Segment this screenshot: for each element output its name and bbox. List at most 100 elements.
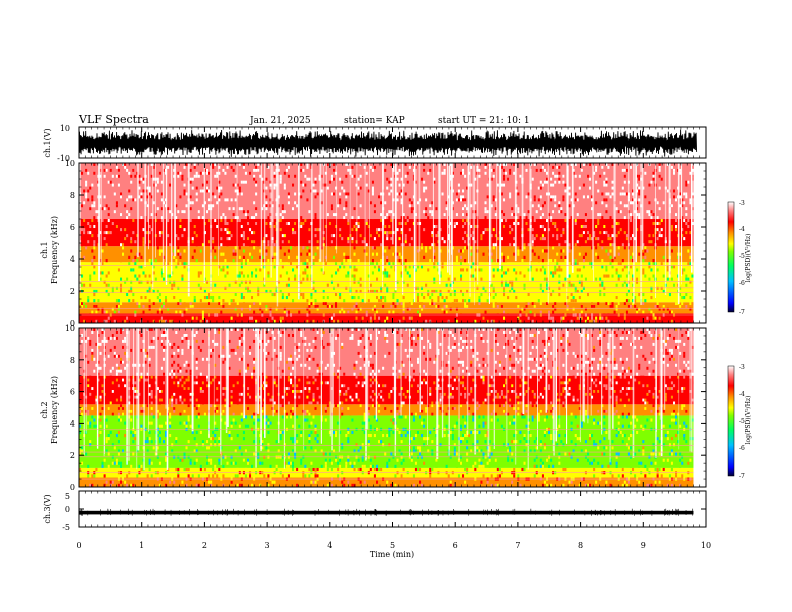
spectrogram-cell [619, 192, 622, 196]
spectrogram-cell [462, 474, 465, 478]
spectrogram-cell [158, 430, 161, 434]
spectrogram-cell [222, 474, 225, 478]
spectrogram-cell [574, 443, 577, 447]
spectrogram-cell [177, 474, 180, 478]
spectrogram-cell [169, 319, 172, 323]
spectrogram-cell [290, 262, 293, 266]
spectrogram-cell [425, 213, 428, 217]
spectrogram-cell [353, 207, 356, 211]
spectrogram-cell [687, 219, 690, 223]
spectrogram-cell [433, 265, 436, 269]
spectrogram-cell [357, 293, 360, 297]
spectrogram-cell [642, 310, 645, 314]
spectrogram-cell [441, 265, 444, 269]
spectrogram-cell [388, 216, 391, 220]
spectrogram-cell [120, 243, 123, 247]
spectrogram-cell [591, 237, 594, 241]
spectrogram-cell [130, 289, 133, 293]
spectrogram-cell [236, 483, 239, 487]
spectrogram-cell [543, 180, 546, 184]
spectrogram-cell [193, 249, 196, 253]
spectrogram-cell [222, 268, 225, 272]
spectrogram-cell [476, 427, 479, 431]
spectrogram-cell [543, 434, 546, 438]
spectrogram-cell [441, 231, 444, 235]
spectrogram-cell [357, 259, 360, 263]
spectrogram-cell [193, 296, 196, 300]
spectrogram-cell [345, 213, 348, 217]
spectrogram-cell [304, 262, 307, 266]
spectrogram-cell [582, 210, 585, 214]
spectrogram-cell [507, 255, 510, 259]
spectrogram-cell [595, 216, 598, 220]
spectrogram-cell [447, 277, 450, 281]
spectrogram-cell [109, 168, 112, 172]
spectrogram-cell [359, 446, 362, 450]
spectrogram-cell [617, 474, 620, 478]
spectrogram-cell [312, 262, 315, 266]
spectrogram-cell [509, 192, 512, 196]
spectrogram-cell [333, 177, 336, 181]
spectrogram-cell [152, 289, 155, 293]
spectrogram-cell [523, 427, 526, 431]
spectrogram-cell [87, 171, 90, 175]
spectrogram-cell [314, 189, 317, 193]
spectrogram-cell [99, 424, 102, 428]
spectrogram-cell [652, 174, 655, 178]
spectrogram-cell [546, 262, 549, 266]
spectrogram-cell [595, 237, 598, 241]
spectrogram-cell [550, 434, 553, 438]
spectrogram-cell [146, 195, 149, 199]
spectrogram-cell [599, 165, 602, 169]
spectrogram-cell [386, 177, 389, 181]
spectrogram-cell [640, 424, 643, 428]
spectrogram-cell [447, 286, 450, 290]
spectrogram-cell [652, 443, 655, 447]
spectrogram-cell [525, 219, 528, 223]
spectrogram-cell [261, 240, 264, 244]
spectrogram-cell [177, 467, 180, 472]
spectrogram-cell [238, 183, 241, 187]
spectrogram-cell [226, 265, 229, 269]
spectrogram-cell [492, 286, 495, 290]
spectrogram-cell [582, 286, 585, 290]
spectrogram-cell [103, 231, 106, 235]
spectrogram-cell [617, 415, 620, 419]
spectrogram-cell [427, 216, 430, 220]
spectrogram-cell [312, 296, 315, 300]
spectrogram-cell [619, 222, 622, 226]
spectrogram-cell [531, 421, 534, 425]
spectrogram-cell [142, 271, 145, 275]
spectrogram-cell [662, 274, 665, 278]
spectrogram-cell [126, 210, 129, 214]
spectrogram-cell [120, 213, 123, 217]
spectrogram-cell [195, 305, 198, 308]
spectrogram-cell [552, 243, 555, 247]
spectrogram-cell [562, 283, 565, 287]
spectrogram-cell [486, 198, 489, 202]
spectrogram-cell [478, 302, 481, 305]
spectrogram-cell [261, 255, 264, 259]
spectrogram-cell [673, 443, 676, 447]
spectrogram-cell [294, 231, 297, 235]
spectrogram-cell [503, 225, 506, 229]
spectrogram-cell [591, 316, 594, 320]
spectrogram-cell [244, 171, 247, 175]
spectrogram-cell [353, 483, 356, 487]
spectrogram-cell [206, 280, 209, 284]
spectrogram-cell [603, 274, 606, 278]
spectrogram-cell [152, 177, 155, 181]
spectrogram-cell [146, 437, 149, 441]
spectrogram-cell [673, 265, 676, 269]
spectrogram-cell [470, 440, 473, 444]
spectrogram-cell [566, 446, 569, 450]
spectrogram-cell [218, 246, 221, 250]
spectrogram-cell [91, 163, 94, 166]
spectrogram-cell [212, 237, 215, 241]
spectrogram-cell [660, 228, 663, 232]
spectrogram-cell [177, 262, 180, 266]
spectrogram-cell [322, 237, 325, 241]
spectrogram-cell [554, 280, 557, 284]
spectrogram-cell [478, 424, 481, 428]
spectrogram-cell [224, 222, 227, 226]
